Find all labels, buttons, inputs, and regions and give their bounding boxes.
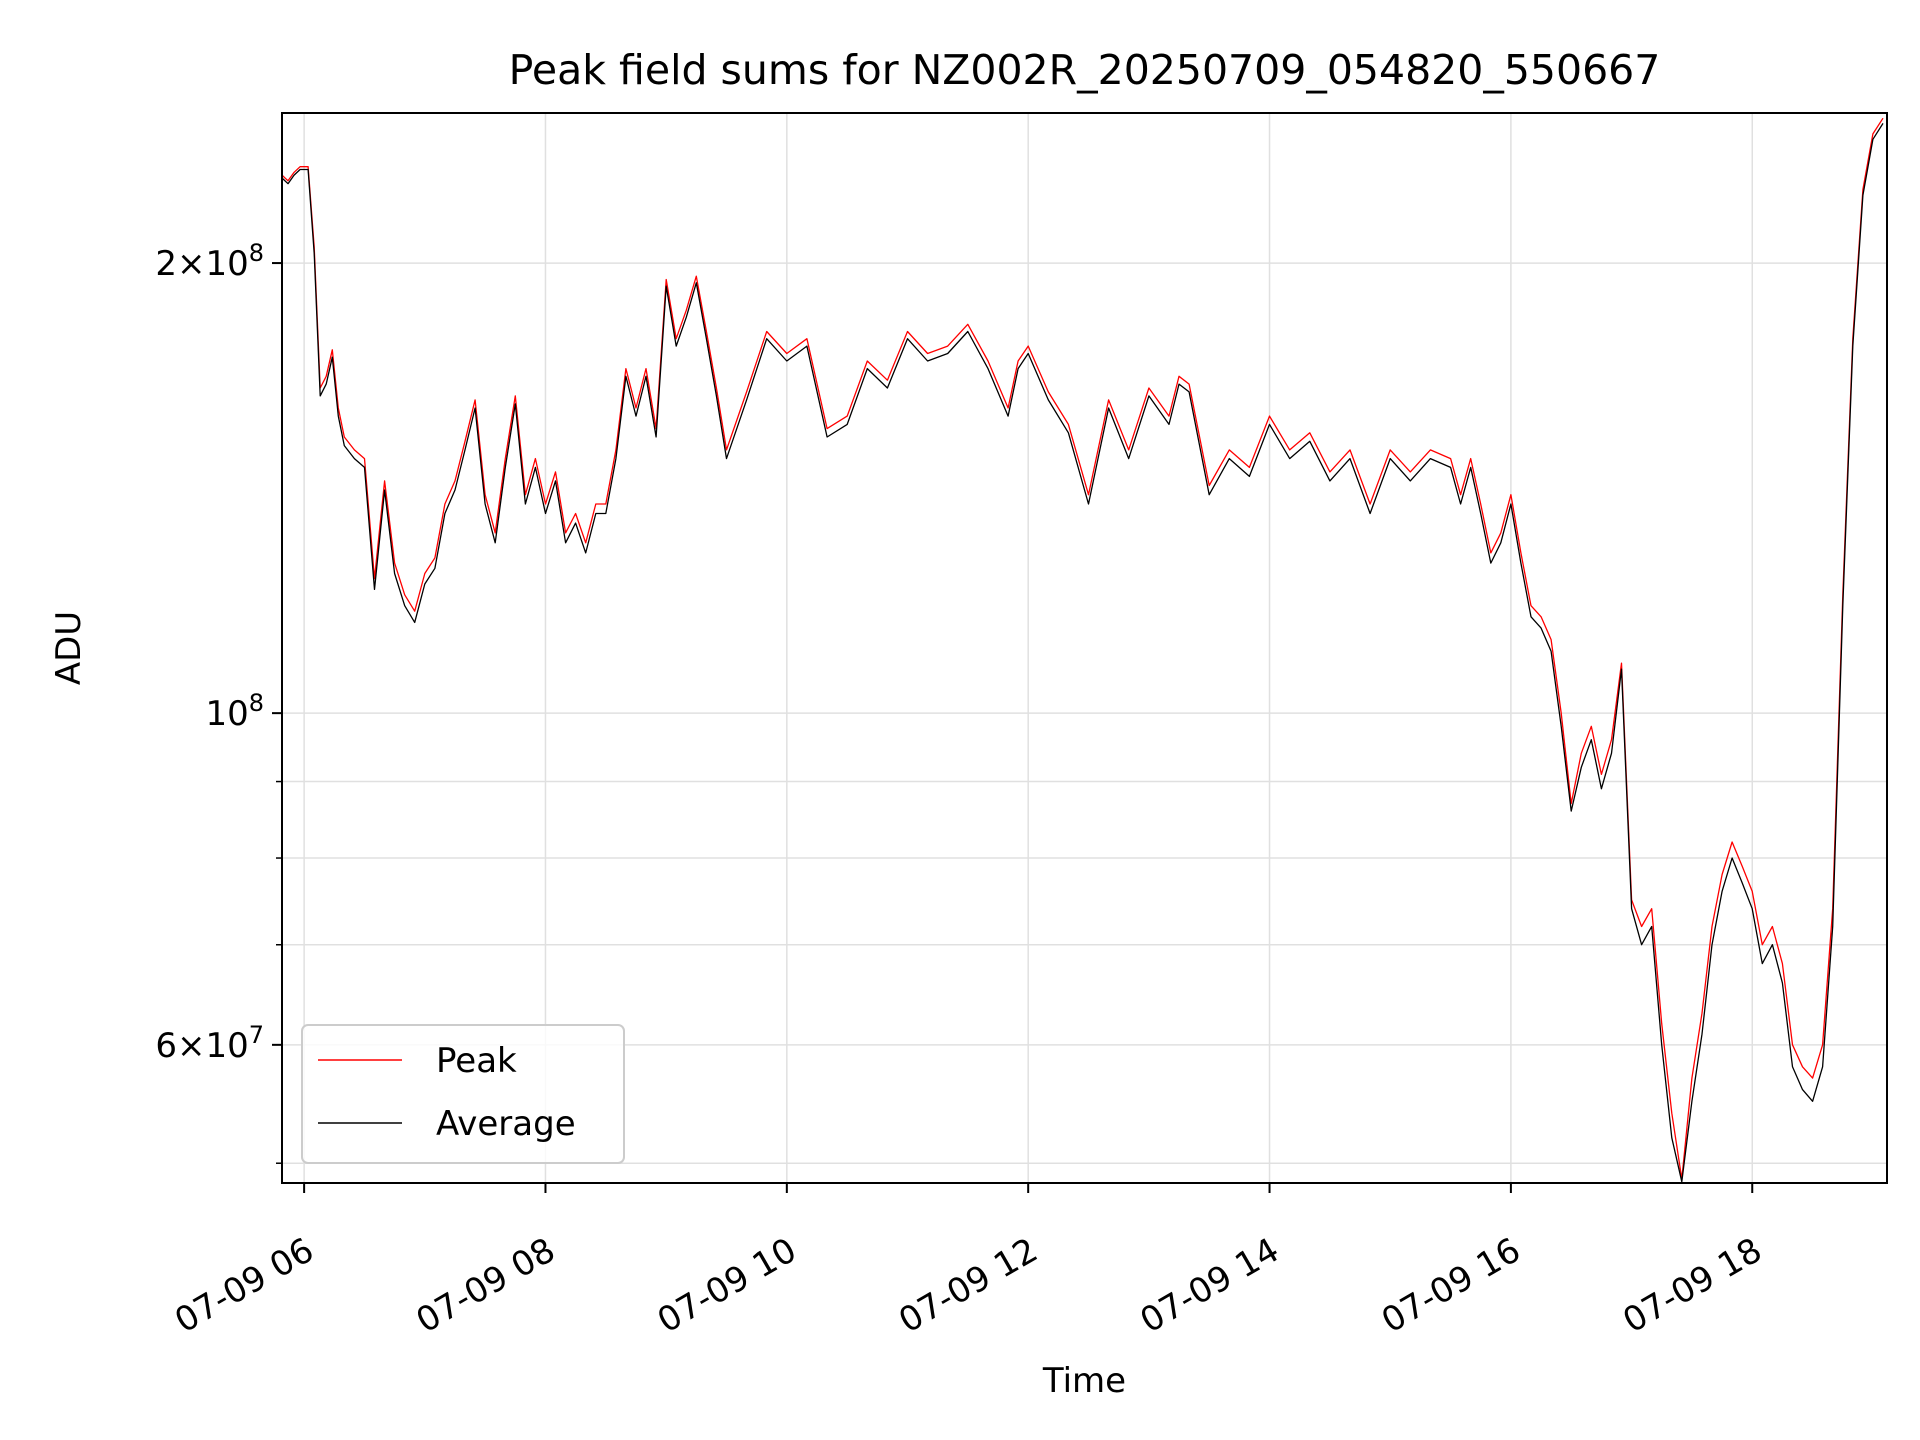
series-group — [281, 117, 1884, 1183]
series-line-average — [281, 123, 1884, 1183]
y-axis-label: ADU — [49, 611, 89, 685]
y-tick-label: 6×107 — [155, 1021, 264, 1066]
legend-label-peak: Peak — [436, 1041, 517, 1081]
y-tick-label: 108 — [205, 689, 264, 734]
series-line-peak — [281, 117, 1884, 1180]
chart-title: Peak field sums for NZ002R_20250709_0548… — [509, 46, 1661, 94]
legend: Peak Average — [301, 1024, 625, 1164]
plot-frame — [281, 112, 1888, 1184]
x-axis-label: Time — [1042, 1361, 1126, 1401]
legend-label-average: Average — [436, 1104, 576, 1144]
y-tick-label: 2×108 — [155, 239, 264, 284]
